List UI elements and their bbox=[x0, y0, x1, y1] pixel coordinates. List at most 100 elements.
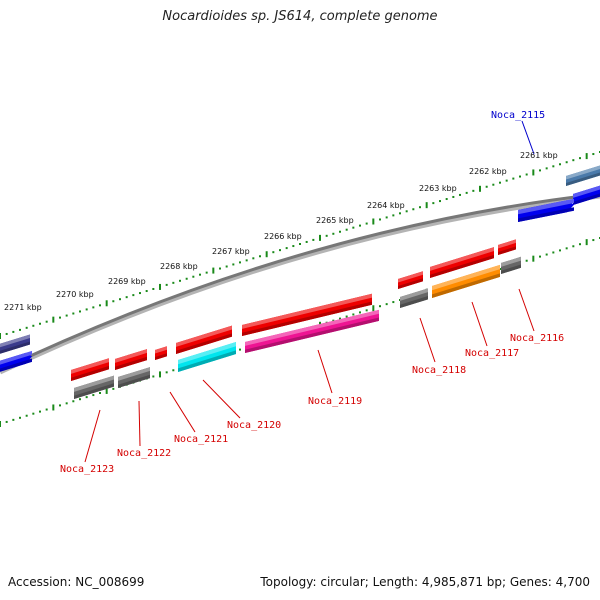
gene-blue-2115b-highlight bbox=[518, 198, 574, 215]
gene-shadow-2122-highlight bbox=[118, 367, 150, 381]
scale-label: 2263 kbp bbox=[419, 184, 457, 193]
leader-line bbox=[419, 317, 436, 363]
gene-block-2118 bbox=[398, 271, 423, 289]
scale-label: 2261 kbp bbox=[520, 151, 558, 160]
gene-label-noca-2116: Noca_2116 bbox=[510, 333, 564, 344]
gene-cyan-2120-shade bbox=[178, 350, 236, 372]
gene-block-2121-highlight bbox=[155, 346, 167, 354]
accession-text: Accession: NC_008699 bbox=[8, 575, 145, 589]
gene-label-noca-2119: Noca_2119 bbox=[308, 396, 362, 407]
gene-pink-2119-highlight bbox=[245, 309, 379, 346]
gene-blue-left-highlight bbox=[0, 350, 32, 365]
scale-label: 2268 kbp bbox=[160, 262, 198, 271]
gene-shadow-2123-shade bbox=[74, 383, 114, 399]
gene-labels: Noca_2115 Noca_2116 Noca_2117 Noca_2118 Noca… bbox=[60, 110, 564, 475]
gene-label-noca-2122: Noca_2122 bbox=[117, 448, 171, 459]
gene-blue-2115a bbox=[573, 185, 600, 205]
gene-navy-left-shade bbox=[0, 341, 30, 354]
gene-shadow-2123-highlight bbox=[74, 375, 114, 392]
gene-orange-2117 bbox=[432, 264, 500, 298]
gene-block-2119-highlight bbox=[242, 293, 372, 329]
gene-shadow-2118-shade bbox=[400, 296, 428, 308]
scale-labels: 2261 kbp 2262 kbp 2263 kbp 2264 kbp 2265 kbp… bbox=[4, 151, 558, 312]
gene-cyan-2120-highlight bbox=[178, 342, 236, 365]
gene-block-2116-shade bbox=[498, 246, 516, 255]
gene-shadow-2123 bbox=[74, 375, 114, 399]
scale-label: 2269 kbp bbox=[108, 277, 146, 286]
gene-shadow-2118 bbox=[400, 288, 428, 308]
gene-navy-left-highlight bbox=[0, 334, 30, 348]
gene-block-2119 bbox=[242, 293, 372, 336]
gene-label-noca-2123: Noca_2123 bbox=[60, 464, 114, 475]
gene-block-2123 bbox=[71, 358, 109, 381]
gene-steel-2115-highlight bbox=[566, 165, 600, 180]
scale-label: 2262 kbp bbox=[469, 167, 507, 176]
scale-label: 2266 kbp bbox=[264, 232, 302, 241]
leader-line bbox=[169, 391, 196, 433]
gene-blue-2115a-shade bbox=[573, 193, 600, 205]
gene-shadow-2116 bbox=[501, 256, 521, 274]
label-leader-lines bbox=[84, 120, 535, 463]
leader-line bbox=[471, 301, 488, 347]
gene-label-noca-2115: Noca_2115 bbox=[491, 110, 545, 121]
gene-label-noca-2118: Noca_2118 bbox=[412, 365, 466, 376]
gene-block-2118-highlight bbox=[398, 271, 423, 283]
gene-block-2122-highlight bbox=[115, 349, 147, 363]
gene-block-2121 bbox=[155, 346, 167, 360]
scale-label: 2271 kbp bbox=[4, 303, 42, 312]
leader-line bbox=[521, 120, 535, 155]
gene-block-2117-shade bbox=[430, 254, 494, 278]
gene-block-2116-highlight bbox=[498, 239, 516, 249]
gene-steel-2115-shade bbox=[566, 172, 600, 186]
gene-label-noca-2121: Noca_2121 bbox=[174, 434, 228, 445]
leader-line bbox=[138, 400, 141, 447]
gene-block-2117-highlight bbox=[430, 247, 494, 271]
gene-block-2120-highlight bbox=[176, 325, 232, 347]
leader-line bbox=[317, 349, 333, 394]
leader-line bbox=[84, 409, 101, 463]
backbone-shadow bbox=[0, 193, 600, 375]
gene-shadow-2122-shade bbox=[118, 374, 150, 388]
gene-pink-2119 bbox=[245, 309, 379, 353]
gene-block-2119-shade bbox=[242, 301, 372, 336]
gene-block-2120-shade bbox=[176, 333, 232, 354]
leader-line bbox=[202, 379, 241, 419]
gene-label-noca-2120: Noca_2120 bbox=[227, 420, 281, 431]
map-title: Nocardioides sp. JS614, complete genome bbox=[162, 9, 438, 24]
gene-blue-left bbox=[0, 350, 32, 372]
gene-block-2117 bbox=[430, 247, 494, 278]
gene-steel-2115 bbox=[566, 165, 600, 186]
gene-block-2116 bbox=[498, 239, 516, 255]
gene-orange-2117-highlight bbox=[432, 264, 500, 291]
gene-block-2120 bbox=[176, 325, 232, 354]
leader-line bbox=[518, 288, 535, 332]
outer-scale-ticks bbox=[0, 151, 600, 339]
gene-blue-left-shade bbox=[0, 358, 32, 372]
backbone-line bbox=[0, 192, 600, 372]
gene-block-2122 bbox=[115, 349, 147, 370]
genome-backbone bbox=[0, 192, 600, 375]
gene-block-2122-shade bbox=[115, 356, 147, 370]
gene-shadow-2122 bbox=[118, 367, 150, 388]
gene-cyan-2120 bbox=[178, 342, 236, 372]
scale-label: 2270 kbp bbox=[56, 290, 94, 299]
gene-blue-2115a-highlight bbox=[573, 185, 600, 198]
gene-block-2123-shade bbox=[71, 365, 109, 381]
scale-label: 2267 kbp bbox=[212, 247, 250, 256]
gene-shadow-2116-shade bbox=[501, 264, 521, 274]
gene-orange-2117-shade bbox=[432, 273, 500, 298]
scale-label: 2265 kbp bbox=[316, 216, 354, 225]
gene-block-2118-shade bbox=[398, 278, 423, 289]
gene-block-2123-highlight bbox=[71, 358, 109, 374]
gene-label-noca-2117: Noca_2117 bbox=[465, 348, 519, 359]
gene-navy-left bbox=[0, 334, 30, 354]
genome-summary-text: Topology: circular; Length: 4,985,871 bp… bbox=[260, 575, 590, 589]
gene-block-2121-shade bbox=[155, 353, 167, 360]
gene-features bbox=[0, 165, 600, 399]
gene-shadow-2116-highlight bbox=[501, 256, 521, 267]
gene-shadow-2118-highlight bbox=[400, 288, 428, 301]
scale-label: 2264 kbp bbox=[367, 201, 405, 210]
gene-blue-2115b-shade bbox=[518, 207, 574, 222]
